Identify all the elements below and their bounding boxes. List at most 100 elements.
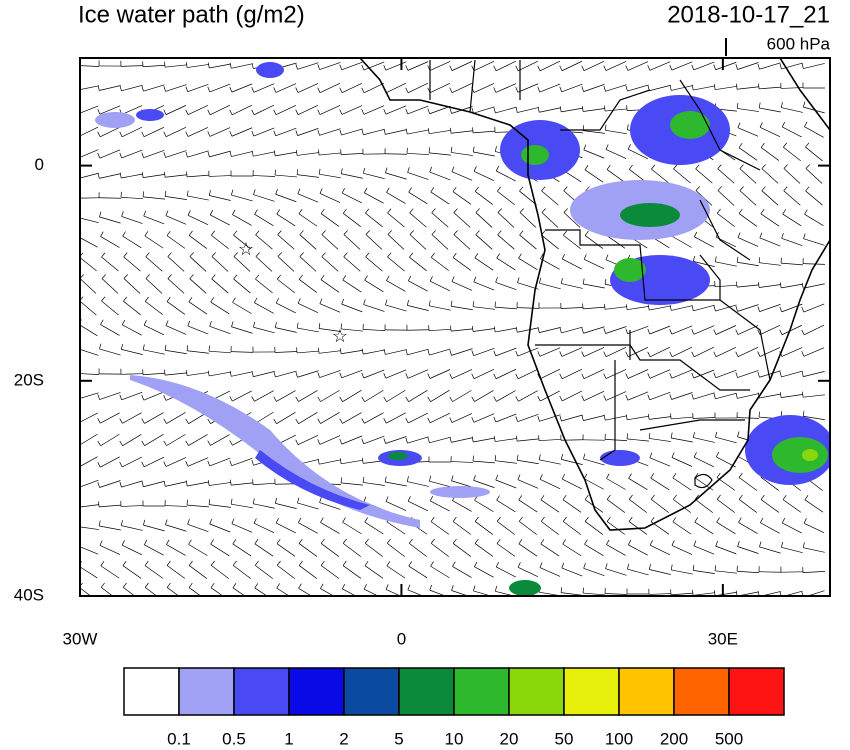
barb-flag (628, 473, 632, 479)
barb-shaft (189, 256, 207, 272)
barb-shaft (715, 325, 737, 335)
wind-barb (783, 164, 801, 184)
barb-flag (517, 277, 520, 283)
barb-flag (255, 252, 260, 257)
barb-shaft (693, 592, 715, 596)
barb-shaft (497, 521, 515, 535)
barb-flag (276, 583, 280, 589)
barb-shaft (253, 104, 275, 116)
barb-flag (297, 298, 301, 304)
wind-barb (364, 275, 384, 293)
wind-barb (119, 456, 142, 468)
barb-flag (758, 102, 761, 109)
barb-flag (671, 540, 675, 546)
wind-barb (495, 474, 517, 489)
wind-barb (97, 149, 121, 159)
barb-flag (99, 343, 102, 350)
barb-shaft (737, 370, 759, 378)
wind-barb (804, 495, 824, 513)
barb-shaft (255, 234, 273, 250)
barb-flag (409, 230, 414, 235)
barb-flag (318, 168, 321, 175)
barb-shaft (671, 346, 693, 358)
barb-flag (429, 166, 433, 173)
wind-barb (519, 186, 537, 206)
barb-shaft (474, 390, 494, 402)
barb-shaft (518, 390, 538, 402)
barb-flag (165, 210, 169, 216)
barb-shaft (517, 479, 539, 489)
wind-barb (188, 230, 208, 249)
wind-barb (342, 275, 362, 293)
barb-shaft (80, 278, 97, 294)
wind-barb (362, 476, 385, 486)
barb-flag (449, 417, 453, 423)
wind-barb (496, 253, 516, 271)
barb-flag (430, 252, 435, 258)
barb-shaft (781, 347, 803, 357)
barb-shaft (342, 521, 362, 535)
barb-shaft (166, 544, 186, 556)
barb-shaft (121, 84, 143, 92)
barb-flag (76, 109, 78, 114)
wind-barb (669, 84, 693, 91)
barb-flag (361, 418, 365, 424)
wind-barb (210, 582, 224, 596)
wind-barb (365, 252, 383, 272)
wind-barb (737, 122, 759, 137)
wind-barb (670, 589, 693, 596)
barb-flag (209, 518, 213, 525)
barb-flag (430, 538, 435, 544)
barb-flag (207, 62, 210, 69)
wind-barb (123, 274, 141, 294)
wind-barb (582, 434, 606, 441)
barb-shaft (276, 302, 296, 314)
barb-flag (603, 414, 606, 421)
barb-flag (321, 252, 326, 257)
barb-flag (537, 86, 541, 93)
barb-shaft (166, 587, 180, 596)
wind-barb (98, 60, 122, 67)
barb-shaft (341, 173, 363, 179)
barb-flag (805, 142, 810, 148)
barb-flag (783, 186, 788, 192)
barb-shaft (320, 213, 340, 227)
barb-flag (383, 108, 387, 115)
wind-barb (625, 325, 649, 335)
barb-shaft (232, 214, 252, 226)
barb-flag (805, 186, 810, 192)
barb-shaft (187, 350, 209, 354)
wind-barb (515, 107, 539, 113)
barb-flag (99, 211, 102, 217)
barb-shaft (561, 368, 583, 380)
wind-barb (737, 232, 759, 247)
barb-shaft (343, 234, 361, 250)
barb-flag (628, 494, 633, 500)
barb-shaft (210, 301, 230, 315)
barb-flag (496, 538, 501, 544)
wind-barb (713, 61, 737, 71)
wind-barb (691, 369, 715, 379)
barb-shaft (209, 150, 231, 158)
barb-flag (298, 209, 303, 214)
wind-barb (449, 83, 473, 93)
barb-shaft (693, 85, 715, 91)
barb-flag (97, 440, 101, 446)
barb-flag (167, 252, 172, 257)
barb-flag (164, 61, 166, 68)
barb-flag (274, 497, 277, 504)
barb-flag (144, 296, 149, 302)
wind-barb (274, 497, 297, 509)
colorbar-label: 20 (500, 729, 519, 748)
barb-flag (430, 187, 435, 193)
barb-shaft (671, 305, 693, 311)
barb-shaft (341, 128, 363, 136)
wind-barb (164, 61, 187, 68)
wind-barb (691, 392, 715, 400)
barb-shaft (319, 350, 341, 354)
barb-flag (363, 496, 367, 502)
barb-shaft (231, 127, 253, 137)
wind-barb (145, 274, 163, 294)
colorbar-box (508, 667, 565, 716)
barb-flag (209, 209, 214, 216)
